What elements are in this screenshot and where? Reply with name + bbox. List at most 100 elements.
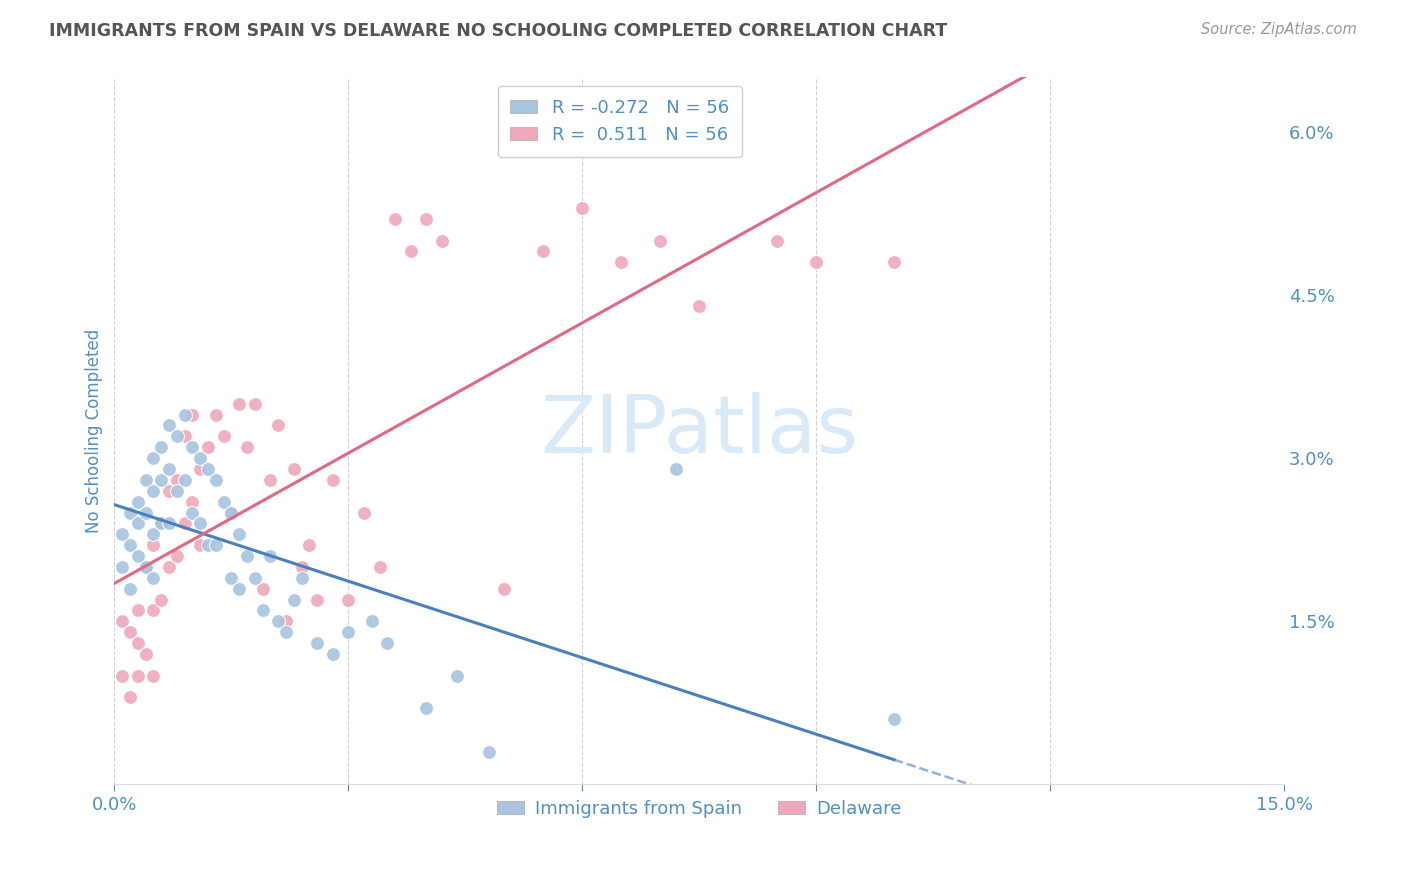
Y-axis label: No Schooling Completed: No Schooling Completed bbox=[86, 329, 103, 533]
Point bbox=[188, 462, 211, 476]
Point bbox=[181, 494, 204, 508]
Point bbox=[150, 516, 173, 531]
Point bbox=[274, 614, 297, 628]
Point bbox=[228, 527, 250, 541]
Point bbox=[173, 408, 195, 422]
Point bbox=[150, 440, 173, 454]
Point bbox=[181, 440, 204, 454]
Point bbox=[883, 255, 905, 269]
Point bbox=[150, 473, 173, 487]
Point bbox=[142, 603, 165, 617]
Point bbox=[252, 582, 274, 596]
Point bbox=[283, 462, 305, 476]
Legend: Immigrants from Spain, Delaware: Immigrants from Spain, Delaware bbox=[489, 792, 908, 825]
Point bbox=[228, 582, 250, 596]
Point bbox=[188, 451, 211, 466]
Point bbox=[157, 483, 180, 498]
Point bbox=[236, 440, 259, 454]
Point bbox=[135, 473, 157, 487]
Point bbox=[353, 506, 375, 520]
Point bbox=[118, 690, 141, 705]
Point bbox=[135, 506, 157, 520]
Point bbox=[135, 560, 157, 574]
Point bbox=[446, 668, 468, 682]
Point bbox=[142, 451, 165, 466]
Point bbox=[142, 527, 165, 541]
Point bbox=[430, 234, 453, 248]
Point bbox=[127, 603, 149, 617]
Point bbox=[290, 571, 312, 585]
Point bbox=[337, 625, 360, 640]
Point bbox=[197, 462, 219, 476]
Point bbox=[337, 592, 360, 607]
Point bbox=[127, 494, 149, 508]
Point bbox=[236, 549, 259, 563]
Point bbox=[307, 592, 329, 607]
Point bbox=[118, 506, 141, 520]
Point bbox=[259, 549, 281, 563]
Point bbox=[221, 571, 243, 585]
Point bbox=[111, 560, 134, 574]
Point bbox=[267, 418, 290, 433]
Point bbox=[322, 473, 344, 487]
Point bbox=[494, 582, 516, 596]
Point bbox=[197, 538, 219, 552]
Point bbox=[173, 473, 195, 487]
Point bbox=[118, 582, 141, 596]
Point bbox=[360, 614, 382, 628]
Point bbox=[166, 549, 188, 563]
Point bbox=[204, 538, 226, 552]
Point bbox=[166, 429, 188, 443]
Point bbox=[267, 614, 290, 628]
Point bbox=[228, 397, 250, 411]
Text: Source: ZipAtlas.com: Source: ZipAtlas.com bbox=[1201, 22, 1357, 37]
Point bbox=[650, 234, 672, 248]
Point bbox=[415, 701, 437, 715]
Point bbox=[571, 201, 593, 215]
Point bbox=[166, 483, 188, 498]
Text: ZIPatlas: ZIPatlas bbox=[540, 392, 858, 470]
Point bbox=[157, 462, 180, 476]
Point bbox=[173, 516, 195, 531]
Point bbox=[204, 473, 226, 487]
Point bbox=[804, 255, 827, 269]
Point bbox=[111, 527, 134, 541]
Point bbox=[135, 647, 157, 661]
Point bbox=[118, 625, 141, 640]
Point bbox=[188, 538, 211, 552]
Point bbox=[243, 571, 266, 585]
Point bbox=[274, 625, 297, 640]
Point bbox=[688, 299, 710, 313]
Point bbox=[142, 668, 165, 682]
Point bbox=[150, 516, 173, 531]
Point bbox=[142, 571, 165, 585]
Point bbox=[221, 506, 243, 520]
Point bbox=[478, 745, 501, 759]
Point bbox=[173, 429, 195, 443]
Point bbox=[142, 483, 165, 498]
Point bbox=[368, 560, 391, 574]
Point bbox=[610, 255, 633, 269]
Point bbox=[399, 244, 422, 259]
Point bbox=[127, 668, 149, 682]
Point bbox=[197, 440, 219, 454]
Point bbox=[188, 516, 211, 531]
Point bbox=[375, 636, 398, 650]
Point bbox=[415, 211, 437, 226]
Point bbox=[127, 549, 149, 563]
Point bbox=[111, 614, 134, 628]
Point bbox=[252, 603, 274, 617]
Point bbox=[204, 408, 226, 422]
Point bbox=[384, 211, 406, 226]
Point bbox=[118, 538, 141, 552]
Point bbox=[142, 538, 165, 552]
Point bbox=[157, 516, 180, 531]
Point bbox=[111, 668, 134, 682]
Point bbox=[127, 516, 149, 531]
Point bbox=[322, 647, 344, 661]
Point bbox=[883, 712, 905, 726]
Text: IMMIGRANTS FROM SPAIN VS DELAWARE NO SCHOOLING COMPLETED CORRELATION CHART: IMMIGRANTS FROM SPAIN VS DELAWARE NO SCH… bbox=[49, 22, 948, 40]
Point bbox=[127, 636, 149, 650]
Point bbox=[181, 506, 204, 520]
Point bbox=[298, 538, 321, 552]
